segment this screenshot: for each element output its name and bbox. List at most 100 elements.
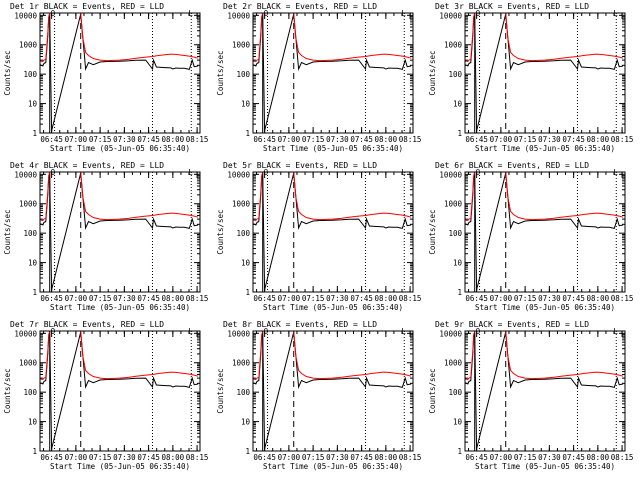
x-tick-label: 07:15 xyxy=(302,135,325,144)
circle-marker: O xyxy=(51,327,56,336)
x-tick-label: 06:45 xyxy=(465,453,488,462)
lld-series-line xyxy=(464,12,624,63)
x-tick-label: 06:45 xyxy=(253,135,276,144)
y-axis-label: Counts/sec xyxy=(216,50,225,95)
y-tick-label: 10 xyxy=(453,259,463,268)
x-tick-label: 07:00 xyxy=(490,453,513,462)
x-tick-label: 07:30 xyxy=(113,135,136,144)
x-tick-label: 06:45 xyxy=(253,453,276,462)
y-tick-label: 10000 xyxy=(439,170,462,179)
x-tick-label: 08:00 xyxy=(375,135,398,144)
x-tick-label: 08:15 xyxy=(186,453,209,462)
y-tick-label: 100 xyxy=(448,388,462,397)
bracket-marker: L xyxy=(188,327,193,336)
circle-marker: O xyxy=(476,9,481,18)
bracket-marker: L xyxy=(613,327,618,336)
circle-marker: O xyxy=(264,327,269,336)
x-tick-label: 07:30 xyxy=(538,135,561,144)
y-tick-label: 10 xyxy=(28,100,38,109)
x-tick-label: 08:00 xyxy=(162,453,185,462)
x-tick-label: 07:00 xyxy=(65,135,88,144)
y-tick-label: 1 xyxy=(245,447,250,456)
x-axis-label: Start Time (05-Jun-05 06:35:40) xyxy=(50,462,190,471)
x-tick-label: 08:00 xyxy=(587,135,610,144)
y-tick-label: 10000 xyxy=(14,170,37,179)
y-tick-label: 10000 xyxy=(227,170,250,179)
circle-marker: O xyxy=(264,168,269,177)
x-tick-label: 08:00 xyxy=(587,453,610,462)
lld-series-line xyxy=(39,171,199,222)
y-tick-label: 10 xyxy=(241,418,251,427)
x-tick-label: 07:15 xyxy=(514,294,537,303)
x-tick-label: 07:30 xyxy=(113,453,136,462)
circle-marker: O xyxy=(476,327,481,336)
x-tick-label: 07:15 xyxy=(89,294,112,303)
y-tick-label: 1 xyxy=(32,129,37,138)
x-tick-label: 08:15 xyxy=(611,453,634,462)
x-tick-label: 07:15 xyxy=(302,453,325,462)
x-axis-label: Start Time (05-Jun-05 06:35:40) xyxy=(50,144,190,153)
y-tick-label: 100 xyxy=(236,388,250,397)
lld-series-line xyxy=(252,330,412,381)
plot-frame xyxy=(39,171,201,293)
circle-marker: O xyxy=(51,168,56,177)
y-axis-label: Counts/sec xyxy=(216,209,225,254)
bracket-marker: L xyxy=(188,168,193,177)
events-series-line xyxy=(252,172,412,290)
y-tick-label: 100 xyxy=(236,229,250,238)
y-tick-label: 1000 xyxy=(232,41,251,50)
x-tick-label: 07:45 xyxy=(350,294,373,303)
panel-title: Det 6r BLACK = Events, RED = LLD xyxy=(435,161,589,170)
panel-title: Det 1r BLACK = Events, RED = LLD xyxy=(10,2,164,11)
x-tick-label: 07:30 xyxy=(326,294,349,303)
lld-series-line xyxy=(464,171,624,222)
x-tick-label: 08:15 xyxy=(399,294,422,303)
x-tick-label: 07:45 xyxy=(350,135,373,144)
y-tick-label: 1000 xyxy=(19,359,38,368)
x-tick-label: 07:00 xyxy=(278,294,301,303)
x-tick-label: 07:45 xyxy=(562,453,585,462)
y-tick-label: 10000 xyxy=(14,11,37,20)
x-axis-label: Start Time (05-Jun-05 06:35:40) xyxy=(475,303,615,312)
x-tick-label: 08:00 xyxy=(162,294,185,303)
x-tick-label: 06:45 xyxy=(40,294,63,303)
x-tick-label: 07:15 xyxy=(89,135,112,144)
x-tick-label: 07:00 xyxy=(490,135,513,144)
x-tick-label: 06:45 xyxy=(253,294,276,303)
x-tick-label: 07:15 xyxy=(302,294,325,303)
x-tick-label: 06:45 xyxy=(40,453,63,462)
y-tick-label: 100 xyxy=(448,70,462,79)
circle-marker: O xyxy=(264,9,269,18)
x-tick-label: 08:00 xyxy=(162,135,185,144)
lld-series-line xyxy=(252,171,412,222)
x-axis-label: Start Time (05-Jun-05 06:35:40) xyxy=(263,303,403,312)
x-tick-label: 08:00 xyxy=(587,294,610,303)
x-tick-label: 07:30 xyxy=(326,135,349,144)
plot-frame xyxy=(39,330,201,452)
x-tick-label: 08:15 xyxy=(399,453,422,462)
x-tick-label: 07:15 xyxy=(89,453,112,462)
lld-series-line xyxy=(39,330,199,381)
y-tick-label: 10000 xyxy=(439,11,462,20)
y-tick-label: 1 xyxy=(32,447,37,456)
y-tick-label: 100 xyxy=(23,388,37,397)
x-axis-label: Start Time (05-Jun-05 06:35:40) xyxy=(263,144,403,153)
y-tick-label: 1000 xyxy=(232,200,251,209)
x-tick-label: 07:00 xyxy=(65,453,88,462)
x-tick-label: 08:15 xyxy=(399,135,422,144)
panel-title: Det 2r BLACK = Events, RED = LLD xyxy=(223,2,377,11)
y-tick-label: 10 xyxy=(241,100,251,109)
bracket-marker: L xyxy=(401,168,406,177)
x-tick-label: 07:45 xyxy=(350,453,373,462)
x-axis-label: Start Time (05-Jun-05 06:35:40) xyxy=(263,462,403,471)
x-tick-label: 08:15 xyxy=(611,294,634,303)
x-tick-label: 07:00 xyxy=(278,453,301,462)
panel-title: Det 3r BLACK = Events, RED = LLD xyxy=(435,2,589,11)
